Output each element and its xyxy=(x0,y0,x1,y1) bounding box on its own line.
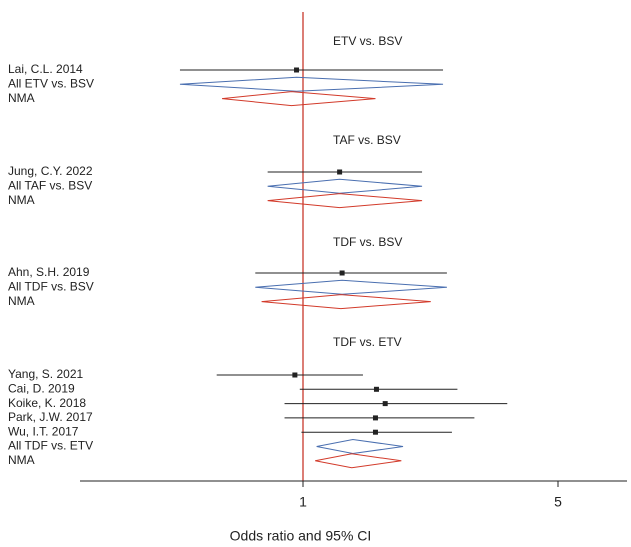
nma-diamond xyxy=(315,453,402,469)
nma-label: NMA xyxy=(8,91,35,105)
pooled-label: All TDF vs. ETV xyxy=(8,439,93,453)
study-point xyxy=(292,372,298,378)
pooled-diamond xyxy=(255,279,447,295)
group-title: TDF vs. ETV xyxy=(333,335,402,349)
study-label: Jung, C.Y. 2022 xyxy=(8,164,93,178)
study-label: Lai, C.L. 2014 xyxy=(8,62,83,76)
nma-label: NMA xyxy=(8,294,35,308)
group-title: TDF vs. BSV xyxy=(333,235,402,249)
study-point xyxy=(373,386,379,392)
group-title: TAF vs. BSV xyxy=(333,133,401,147)
study-label: Ahn, S.H. 2019 xyxy=(8,265,90,279)
nma-diamond xyxy=(267,193,423,209)
nma-diamond xyxy=(222,91,376,107)
x-axis-title: Odds ratio and 95% CI xyxy=(230,528,372,544)
group-title: ETV vs. BSV xyxy=(333,34,402,48)
nma-diamond xyxy=(261,294,431,310)
pooled-diamond xyxy=(267,178,423,194)
study-label: Yang, S. 2021 xyxy=(8,367,83,381)
pooled-label: All ETV vs. BSV xyxy=(8,76,94,90)
study-point xyxy=(382,401,388,407)
x-tick-label: 5 xyxy=(554,494,562,510)
pooled-label: All TAF vs. BSV xyxy=(8,178,92,192)
study-label: Wu, I.T. 2017 xyxy=(8,424,79,438)
study-label: Park, J.W. 2017 xyxy=(8,410,93,424)
x-tick-label: 1 xyxy=(299,494,307,510)
study-point xyxy=(294,67,300,73)
study-point xyxy=(337,169,343,175)
study-point xyxy=(372,415,378,421)
study-point xyxy=(372,429,378,435)
nma-label: NMA xyxy=(8,193,35,207)
nma-label: NMA xyxy=(8,453,35,467)
pooled-label: All TDF vs. BSV xyxy=(8,279,94,293)
study-label: Koike, K. 2018 xyxy=(8,396,86,410)
study-point xyxy=(339,270,345,276)
study-label: Cai, D. 2019 xyxy=(8,381,75,395)
pooled-diamond xyxy=(316,438,404,455)
pooled-diamond xyxy=(179,76,444,92)
